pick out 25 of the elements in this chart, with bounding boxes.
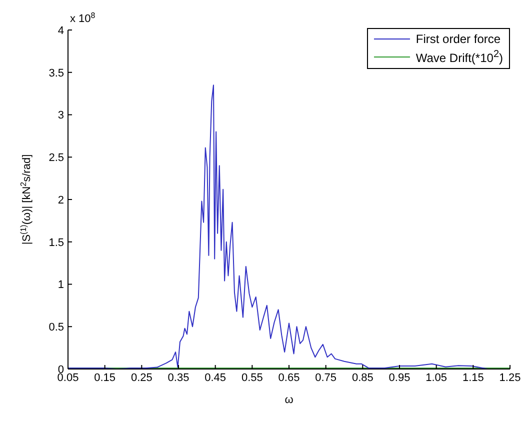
- x-tick-label: 0.85: [352, 372, 374, 384]
- x-tick-label: 0.65: [278, 372, 300, 384]
- x-tick-label: 0.95: [388, 372, 410, 384]
- y-tick-label: 3.5: [48, 67, 64, 80]
- x-tick-label: 1.05: [426, 372, 448, 384]
- legend-label: First order force: [416, 31, 501, 47]
- text: x 10$^{8}$: [70, 10, 96, 25]
- x-tick-label: 0.35: [168, 372, 190, 384]
- y-tick-label: 1: [58, 279, 64, 292]
- x-tick-label: 0.45: [204, 372, 226, 384]
- legend-label: Wave Drift(*10$^{2}$): [416, 48, 503, 66]
- x-tick-label: 1.15: [462, 372, 484, 384]
- y-tick-label: 0.5: [48, 322, 64, 334]
- x-tick-label: 0.15: [94, 372, 116, 384]
- y-tick-label: 3: [58, 110, 64, 122]
- y-tick-label: 1.5: [48, 236, 64, 249]
- x-tick-label: 1.25: [499, 372, 521, 384]
- x-tick-label: 0.55: [241, 372, 263, 384]
- x-tick-label: 0.25: [130, 372, 152, 384]
- y-tick-label: 4: [58, 24, 64, 37]
- x-tick-label: 0.75: [315, 372, 337, 384]
- y-tick-label: 2.5: [48, 152, 64, 164]
- y-tick-label: 2: [58, 194, 64, 206]
- x-axis-title: ω: [284, 394, 294, 406]
- x-tick-label: 0.05: [57, 372, 79, 384]
